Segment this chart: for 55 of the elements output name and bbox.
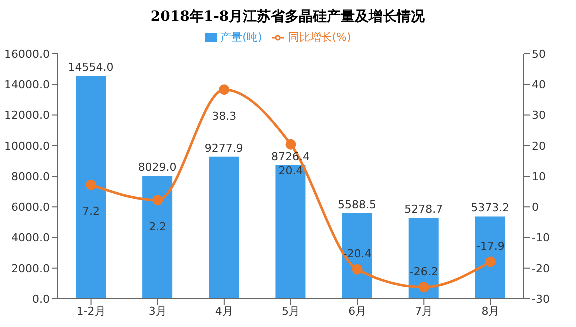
- point: [485, 256, 496, 268]
- data-label: 2.2: [149, 220, 167, 234]
- y-tick-label: 8000.0: [12, 170, 50, 184]
- data-label: -17.9: [476, 240, 505, 253]
- bar: [76, 76, 106, 299]
- y2-tick-label: 30: [532, 109, 546, 122]
- y2-tick-label: 10: [532, 170, 546, 184]
- data-label: 20.4: [278, 164, 304, 178]
- data-label: -20.4: [343, 248, 372, 261]
- data-label: 38.3: [212, 110, 237, 123]
- x-tick-label: 4月: [215, 304, 234, 318]
- y2-tick-label: 0: [532, 201, 539, 214]
- y-tick-label: 4000.0: [12, 232, 50, 245]
- data-label: 5373.2: [471, 202, 510, 215]
- y-tick-label: 10000.0: [4, 140, 50, 153]
- y-tick-label: 2000.0: [12, 262, 50, 276]
- data-label: 8029.0: [138, 161, 177, 174]
- y2-tick-label: -10: [532, 232, 550, 245]
- legend-label: 产量(吨): [220, 31, 262, 44]
- y-tick-label: 12000.0: [4, 109, 50, 122]
- point: [219, 84, 230, 96]
- bar: [475, 216, 506, 299]
- y2-tick-label: 40: [532, 78, 546, 92]
- data-label: 5588.5: [338, 198, 377, 212]
- y2-tick-label: 50: [532, 48, 546, 61]
- y2-tick-label: -20: [532, 262, 550, 276]
- chart-title: 2018年1-8月江苏省多晶硅产量及增长情况: [150, 8, 426, 27]
- point: [86, 180, 97, 190]
- point: [418, 282, 430, 293]
- data-label: -26.2: [410, 265, 438, 278]
- bar: [342, 213, 372, 299]
- x-tick-label: 6月: [348, 304, 367, 318]
- y-tick-label: 0.0: [32, 292, 50, 306]
- bar: [408, 218, 439, 299]
- data-label: 14554.0: [68, 61, 114, 74]
- x-tick-label: 8月: [482, 304, 500, 318]
- data-label: 7.2: [82, 205, 100, 218]
- legend-label: 同比增长(%): [288, 31, 352, 44]
- data-label: 9277.9: [204, 142, 244, 155]
- x-tick-label: 3月: [148, 304, 167, 318]
- y2-tick-label: 20: [532, 140, 546, 153]
- x-tick-label: 1-2月: [76, 304, 106, 318]
- point: [286, 139, 296, 150]
- x-tick-label: 7月: [415, 304, 434, 318]
- data-label: 5278.7: [404, 203, 444, 216]
- x-tick-label: 5月: [282, 304, 300, 318]
- point: [352, 264, 363, 275]
- point: [152, 195, 164, 206]
- y2-tick-label: -30: [532, 292, 550, 306]
- y-tick-label: 14000.0: [4, 78, 50, 92]
- y-tick-label: 16000.0: [4, 48, 50, 61]
- y-tick-label: 6000.0: [12, 201, 50, 214]
- bar: [276, 165, 306, 299]
- bar: [142, 176, 173, 299]
- bar: [209, 156, 240, 299]
